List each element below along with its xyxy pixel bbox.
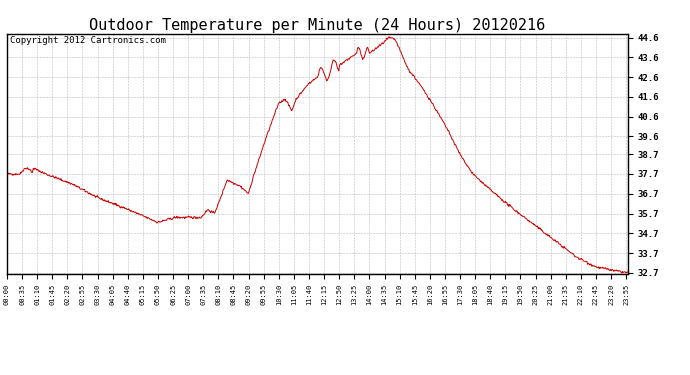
Text: Copyright 2012 Cartronics.com: Copyright 2012 Cartronics.com xyxy=(10,36,166,45)
Title: Outdoor Temperature per Minute (24 Hours) 20120216: Outdoor Temperature per Minute (24 Hours… xyxy=(89,18,546,33)
